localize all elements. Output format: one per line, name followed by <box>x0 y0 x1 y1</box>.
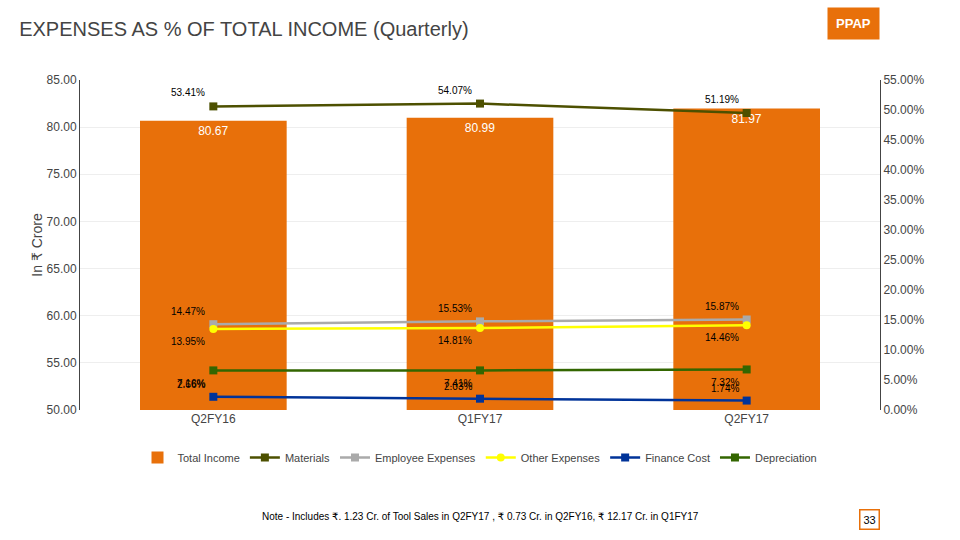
svg-text:2.03%: 2.03% <box>444 381 472 392</box>
svg-text:14.81%: 14.81% <box>438 335 472 346</box>
svg-text:80.67: 80.67 <box>198 124 228 138</box>
svg-text:7.16%: 7.16% <box>177 378 205 389</box>
svg-text:15.53%: 15.53% <box>438 303 472 314</box>
svg-text:Other Expenses: Other Expenses <box>521 452 600 464</box>
svg-text:80.99: 80.99 <box>465 121 495 135</box>
svg-text:81.97: 81.97 <box>731 112 761 126</box>
svg-text:PPAP: PPAP <box>836 16 871 31</box>
svg-text:14.46%: 14.46% <box>705 332 739 343</box>
svg-text:45.00%: 45.00% <box>883 133 924 147</box>
svg-text:55.00%: 55.00% <box>883 73 924 87</box>
svg-text:Q2FY16: Q2FY16 <box>191 412 236 426</box>
svg-text:15.00%: 15.00% <box>883 313 924 327</box>
svg-text:75.00: 75.00 <box>47 167 77 181</box>
svg-text:In ₹ Crore: In ₹ Crore <box>29 213 45 277</box>
svg-text:1.74%: 1.74% <box>711 383 739 394</box>
svg-text:7.41%: 7.41% <box>444 378 472 389</box>
svg-text:60.00: 60.00 <box>47 309 77 323</box>
svg-text:Employee Expenses: Employee Expenses <box>375 452 476 464</box>
svg-text:51.19%: 51.19% <box>705 94 739 105</box>
svg-text:Depreciation: Depreciation <box>755 452 817 464</box>
svg-text:EXPENSES AS % OF TOTAL INCOME: EXPENSES AS % OF TOTAL INCOME (Quarterly… <box>19 18 468 40</box>
svg-text:35.00%: 35.00% <box>883 193 924 207</box>
svg-text:2.66%: 2.66% <box>177 379 205 390</box>
svg-text:13.95%: 13.95% <box>171 336 205 347</box>
svg-text:Q2FY17: Q2FY17 <box>724 412 769 426</box>
svg-text:25.00%: 25.00% <box>883 253 924 267</box>
svg-text:70.00: 70.00 <box>47 215 77 229</box>
svg-text:85.00: 85.00 <box>47 73 77 87</box>
svg-text:50.00: 50.00 <box>47 403 77 417</box>
svg-text:0.00%: 0.00% <box>883 403 917 417</box>
svg-text:Total Income: Total Income <box>178 452 240 464</box>
svg-text:10.00%: 10.00% <box>883 343 924 357</box>
svg-text:55.00: 55.00 <box>47 356 77 370</box>
svg-text:Q1FY17: Q1FY17 <box>458 412 503 426</box>
svg-text:20.00%: 20.00% <box>883 283 924 297</box>
svg-text:Note - Includes ₹. 1.23 Cr. of: Note - Includes ₹. 1.23 Cr. of Tool Sale… <box>262 511 699 522</box>
svg-text:40.00%: 40.00% <box>883 163 924 177</box>
svg-text:14.47%: 14.47% <box>171 306 205 317</box>
svg-text:33: 33 <box>864 514 876 526</box>
svg-text:15.87%: 15.87% <box>705 301 739 312</box>
svg-text:54.07%: 54.07% <box>438 85 472 96</box>
svg-text:Finance Cost: Finance Cost <box>645 452 710 464</box>
svg-text:Materials: Materials <box>285 452 330 464</box>
svg-text:80.00: 80.00 <box>47 120 77 134</box>
svg-text:30.00%: 30.00% <box>883 223 924 237</box>
svg-text:7.32%: 7.32% <box>711 377 739 388</box>
svg-text:65.00: 65.00 <box>47 262 77 276</box>
svg-text:50.00%: 50.00% <box>883 103 924 117</box>
svg-text:53.41%: 53.41% <box>171 87 205 98</box>
svg-text:5.00%: 5.00% <box>883 373 917 387</box>
